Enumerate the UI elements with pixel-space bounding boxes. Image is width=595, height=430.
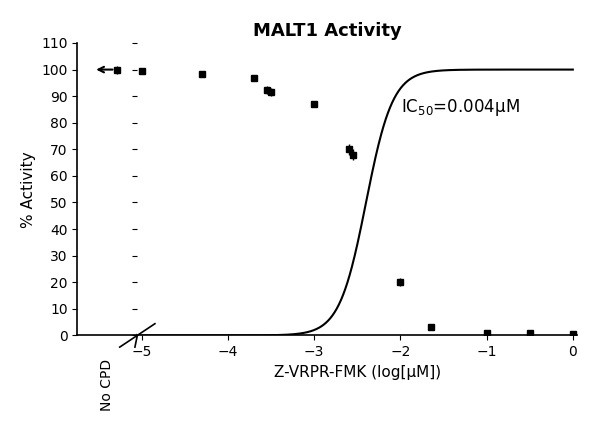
- Y-axis label: % Activity: % Activity: [21, 151, 36, 227]
- Text: MALT1 Activity: MALT1 Activity: [253, 22, 402, 40]
- Text: IC$_{50}$=0.004μM: IC$_{50}$=0.004μM: [401, 97, 520, 118]
- X-axis label: Z-VRPR-FMK (log[μM]): Z-VRPR-FMK (log[μM]): [274, 365, 441, 380]
- Text: No CPD: No CPD: [101, 359, 114, 411]
